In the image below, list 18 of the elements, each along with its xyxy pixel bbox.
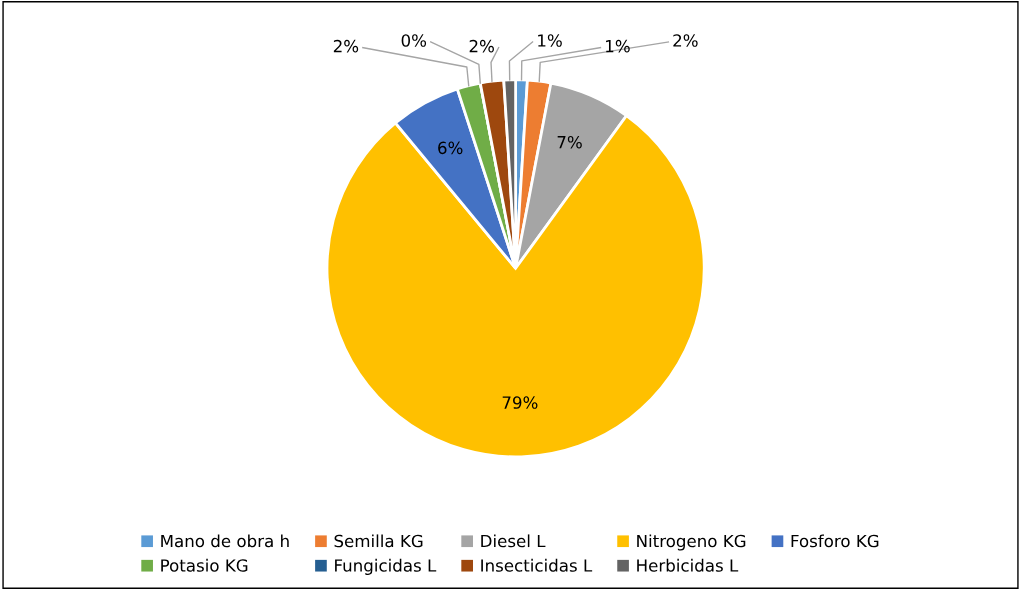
data-label: 7% [557, 135, 582, 149]
data-label: 2% [673, 34, 698, 47]
data-label: 1% [606, 39, 630, 53]
legend-label: Mano de obra h [161, 534, 289, 548]
legend-label: Potasio KG [161, 558, 248, 572]
data-label: 2% [469, 39, 494, 53]
legend-label: Semilla KG [334, 534, 423, 548]
legend-label: Fosforo KG [791, 534, 879, 548]
legend-label: Fungicidas L [335, 558, 437, 575]
legend-label: Insecticidas L [481, 558, 593, 572]
data-label: 6% [438, 141, 463, 155]
data-label: 1% [538, 34, 562, 47]
legend-label: Herbicidas L [637, 558, 739, 572]
legend-label: Nitrogeno KG [637, 534, 746, 551]
data-label: 79% [502, 396, 538, 409]
text: 0% [401, 34, 427, 47]
data-label: 2% [333, 39, 359, 53]
legend-label: Diesel L [481, 534, 546, 548]
